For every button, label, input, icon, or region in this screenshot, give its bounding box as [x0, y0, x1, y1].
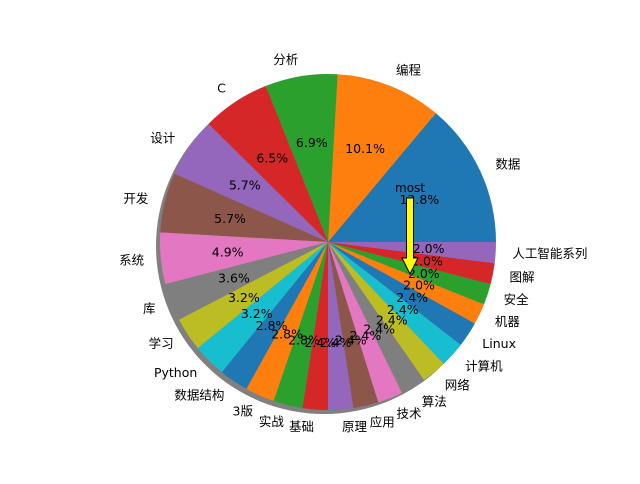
slice-category-label: 学习 [149, 336, 174, 351]
slice-percent-label: 6.5% [256, 151, 288, 166]
pie-slice [208, 85, 328, 242]
slice-category-label: 基础 [289, 419, 314, 434]
pie-slice [265, 74, 338, 242]
slice-percent-label: 2.4% [396, 290, 428, 305]
pie-slice [221, 242, 328, 389]
slice-percent-label: 3.2% [228, 290, 260, 305]
slice-category-label: 图解 [509, 269, 534, 284]
most-annotation: most [395, 181, 425, 276]
pie-slice [165, 242, 328, 320]
slice-category-label: 人工智能系列 [512, 246, 587, 261]
slice-percent-label: 4.9% [212, 244, 244, 259]
slice-percent-label: 6.9% [296, 135, 328, 150]
pie-slice [246, 242, 328, 401]
slice-percent-label: 3.6% [218, 271, 250, 286]
pie-slice [328, 113, 496, 242]
pie-slice [328, 242, 354, 410]
pie-slice [197, 242, 328, 373]
slice-percent-label: 2.4% [304, 335, 336, 350]
slice-percent-label: 2.4% [335, 333, 367, 348]
slice-category-label: 原理 [342, 419, 368, 434]
pie-slice [273, 242, 328, 409]
annotation-text: most [395, 181, 425, 195]
slice-category-label: 编程 [396, 63, 422, 78]
slice-percent-label: 2.4% [320, 335, 352, 350]
slice-category-label: 应用 [370, 415, 395, 430]
slice-category-label: 安全 [504, 292, 530, 307]
slice-percent-label: 2.0% [408, 266, 440, 281]
pie-slice [328, 242, 461, 364]
slice-category-label: C [217, 81, 226, 96]
pie-slice [174, 123, 328, 242]
slice-percent-label: 2.4% [387, 302, 419, 317]
slice-percent-label: 2.4% [363, 321, 395, 336]
slice-category-label: 分析 [273, 52, 298, 67]
slice-category-label: 3版 [233, 403, 254, 418]
slice-category-label: 计算机 [465, 358, 503, 373]
slice-category-label: 系统 [119, 253, 144, 268]
slice-category-label: 库 [143, 301, 156, 316]
slice-category-label: 开发 [123, 191, 149, 206]
slice-category-label: 实战 [259, 414, 285, 429]
slice-category-label: Python [154, 365, 197, 380]
slice-percent-label: 2.0% [403, 278, 435, 293]
slice-category-label: 机器 [495, 314, 521, 329]
slice-percent-label: 5.7% [229, 178, 261, 193]
slice-category-label: 数据 [495, 156, 520, 171]
pie-slice [328, 242, 379, 409]
slice-percent-label: 2.0% [413, 241, 445, 256]
pie-slice [302, 242, 328, 411]
slice-percent-label: 2.8% [256, 318, 288, 333]
pie-slice [179, 242, 328, 349]
slice-category-label: 算法 [422, 394, 447, 409]
pie-slice [328, 74, 436, 242]
slice-percent-label: 10.1% [345, 141, 385, 156]
pie-slice [160, 232, 328, 285]
slice-percent-label: 2.8% [288, 332, 320, 347]
pie-slice [328, 242, 402, 403]
pie-labels: 数据13.8%编程10.1%分析6.9%C6.5%设计5.7%开发5.7%系统4… [119, 52, 587, 434]
slice-category-label: 网络 [445, 378, 471, 393]
pie-slice [328, 242, 475, 345]
slice-category-label: 数据结构 [174, 388, 224, 403]
slice-percent-label: 2.8% [271, 327, 303, 342]
pie-slice [328, 242, 485, 324]
slice-category-label: 技术 [397, 406, 423, 421]
slice-percent-label: 2.0% [411, 254, 443, 269]
pie-slice [160, 173, 328, 242]
pie-slice [328, 242, 424, 393]
annotation-arrow [401, 197, 419, 276]
slice-category-label: 设计 [150, 130, 175, 145]
slice-percent-label: 2.4% [376, 313, 408, 328]
slice-percent-label: 5.7% [214, 211, 246, 226]
slice-percent-label: 2.4% [350, 328, 382, 343]
pie-slice [328, 242, 444, 380]
slice-percent-label: 3.2% [241, 306, 273, 321]
pie-slices [160, 74, 496, 411]
slice-category-label: Linux [482, 336, 516, 351]
